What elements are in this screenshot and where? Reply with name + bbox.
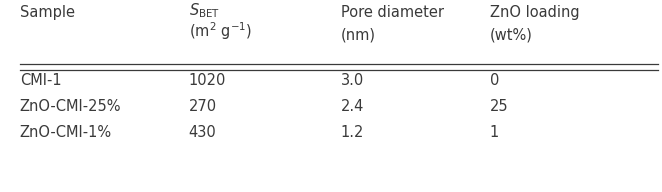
Text: (nm): (nm) [341,27,376,42]
Text: CMI-1: CMI-1 [20,73,62,88]
Text: ZnO-CMI-25%: ZnO-CMI-25% [20,99,121,114]
Text: Pore diameter: Pore diameter [341,5,444,20]
Text: 430: 430 [189,125,216,140]
Text: 270: 270 [189,99,216,114]
Text: Sample: Sample [20,5,75,20]
Text: (m$^{\mathregular{2}}$ g$^{\mathregular{-1}}$): (m$^{\mathregular{2}}$ g$^{\mathregular{… [189,20,252,42]
Text: (wt%): (wt%) [490,27,533,42]
Text: 1020: 1020 [189,73,226,88]
Text: 1.2: 1.2 [341,125,364,140]
Text: 25: 25 [490,99,508,114]
Text: 0: 0 [490,73,499,88]
Text: 2.4: 2.4 [341,99,364,114]
Text: $S_{\mathregular{BET}}$: $S_{\mathregular{BET}}$ [189,1,220,20]
Text: 3.0: 3.0 [341,73,364,88]
Text: ZnO loading: ZnO loading [490,5,579,20]
Text: ZnO-CMI-1%: ZnO-CMI-1% [20,125,112,140]
Text: 1: 1 [490,125,499,140]
